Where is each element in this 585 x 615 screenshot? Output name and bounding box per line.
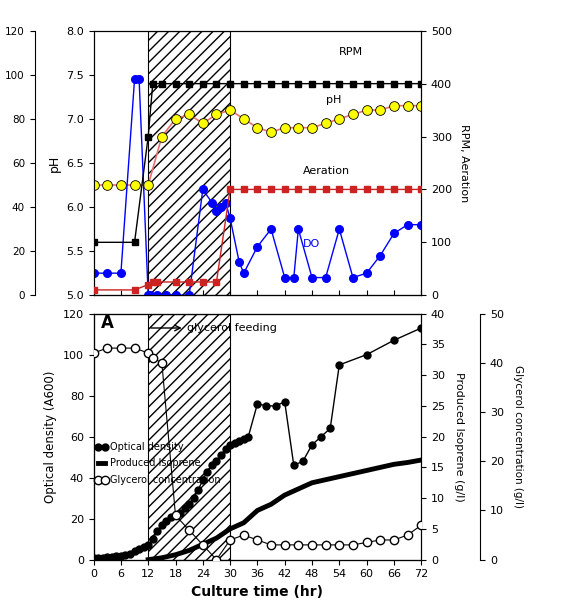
Text: pH: pH bbox=[326, 95, 341, 105]
Text: Aeration: Aeration bbox=[303, 165, 350, 175]
Text: glycerol feeding: glycerol feeding bbox=[187, 323, 277, 333]
Y-axis label: Optical density (A600): Optical density (A600) bbox=[44, 370, 57, 503]
Y-axis label: Produced Isoprene (g/l): Produced Isoprene (g/l) bbox=[455, 372, 464, 501]
Text: Produced Isoprene: Produced Isoprene bbox=[109, 458, 200, 468]
Y-axis label: RPM, Aeration: RPM, Aeration bbox=[459, 124, 469, 202]
Text: RPM: RPM bbox=[339, 47, 363, 57]
Y-axis label: pH: pH bbox=[47, 154, 61, 172]
Text: A: A bbox=[101, 314, 113, 332]
Bar bbox=[148, 31, 230, 295]
Y-axis label: Glycerol concentration (g/l): Glycerol concentration (g/l) bbox=[514, 365, 524, 508]
Text: Glycerol concentration: Glycerol concentration bbox=[109, 475, 220, 485]
X-axis label: Culture time (hr): Culture time (hr) bbox=[191, 585, 324, 599]
Bar bbox=[148, 314, 230, 560]
Text: Optical density: Optical density bbox=[109, 442, 183, 452]
Text: DO: DO bbox=[303, 239, 320, 248]
